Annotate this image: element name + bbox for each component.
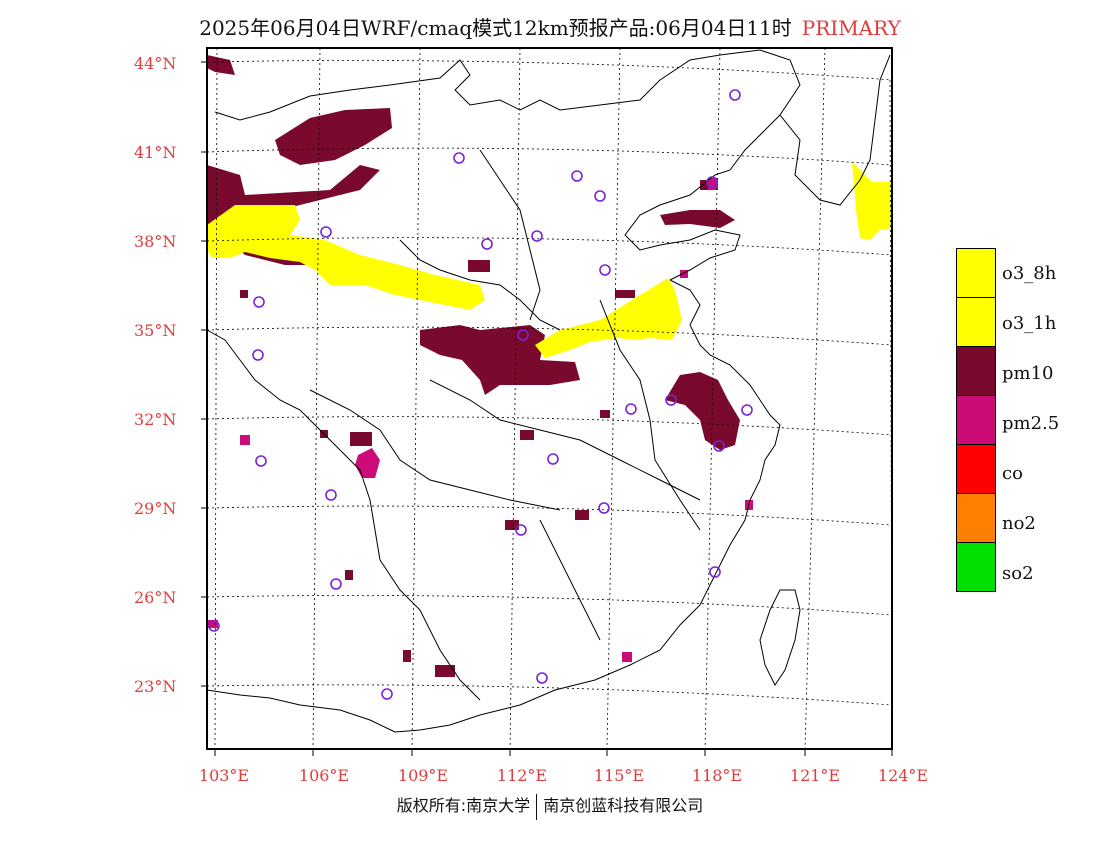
lon-label-121: 121°E xyxy=(789,766,841,785)
station-marker xyxy=(381,688,393,700)
taiwan-island xyxy=(759,589,801,686)
lon-label-106: 106°E xyxy=(298,766,350,785)
legend-swatch-pm25 xyxy=(956,395,996,445)
legend-swatch-o3-8h xyxy=(956,248,996,298)
station-marker xyxy=(253,296,265,308)
station-marker xyxy=(330,578,342,590)
pm10-area-north-inner-mongolia xyxy=(275,108,392,165)
lat-label-32: 32°N xyxy=(134,410,177,429)
station-marker xyxy=(531,230,543,242)
legend-swatch-no2 xyxy=(956,493,996,543)
legend-label-so2: so2 xyxy=(1002,563,1034,584)
inner-border-a xyxy=(399,239,561,331)
station-marker xyxy=(741,404,753,416)
pm10-area-hebei xyxy=(660,210,735,228)
copyright-left: 版权所有:南京大学 xyxy=(396,796,531,815)
axis-ticks xyxy=(201,61,893,756)
lat-label-26: 26°N xyxy=(134,588,177,607)
coastline-east xyxy=(394,279,781,733)
copyright-separator xyxy=(536,793,538,820)
legend-swatch-pm10 xyxy=(956,346,996,396)
station-marker xyxy=(598,502,610,514)
station-marker xyxy=(255,455,267,467)
pm10-area-east xyxy=(665,372,740,450)
station-marker xyxy=(252,349,264,361)
lon-label-103: 103°E xyxy=(198,766,250,785)
lat-label-41: 41°N xyxy=(134,143,177,162)
station-marker xyxy=(729,89,741,101)
lon-label-115: 115°E xyxy=(593,766,645,785)
legend-swatch-co xyxy=(956,444,996,494)
lat-label-35: 35°N xyxy=(134,321,177,340)
lon-label-124: 124°E xyxy=(877,766,929,785)
station-marker xyxy=(208,620,220,632)
legend-label-o3-1h: o3_1h xyxy=(1002,313,1057,334)
inner-border-f xyxy=(599,299,701,531)
lon-label-118: 118°E xyxy=(691,766,743,785)
inner-border-e xyxy=(479,149,541,321)
legend-swatch-so2 xyxy=(956,542,996,592)
station-marker xyxy=(515,524,527,536)
station-marker xyxy=(599,264,611,276)
station-marker xyxy=(594,190,606,202)
station-marker xyxy=(517,329,529,341)
o3-area-shandong xyxy=(535,278,682,358)
o3-area-liaoning xyxy=(852,162,892,240)
station-marker xyxy=(547,453,559,465)
station-marker xyxy=(625,403,637,415)
inner-border-b xyxy=(429,379,701,501)
station-marker xyxy=(706,176,718,188)
copyright: 版权所有:南京大学 南京创蓝科技有限公司 xyxy=(0,792,1100,820)
lat-label-29: 29°N xyxy=(134,499,177,518)
station-marker xyxy=(713,440,725,452)
station-marker xyxy=(536,672,548,684)
station-markers xyxy=(208,89,753,700)
legend-label-co: co xyxy=(1002,463,1023,484)
legend-swatch-o3-1h xyxy=(956,297,996,347)
northern-border xyxy=(214,49,801,176)
lat-label-38: 38°N xyxy=(134,232,177,251)
pm25-area-sichuan xyxy=(355,448,380,478)
copyright-right: 南京创蓝科技有限公司 xyxy=(543,796,704,815)
pm10-area-northwest-top xyxy=(207,55,235,75)
primary-tag: PRIMARY xyxy=(801,16,901,40)
station-marker xyxy=(325,489,337,501)
legend-label-pm10: pm10 xyxy=(1002,363,1054,384)
coastline-north xyxy=(624,174,741,281)
graticule xyxy=(206,47,893,750)
station-marker xyxy=(571,170,583,182)
o3-areas xyxy=(207,162,892,358)
lat-label-23: 23°N xyxy=(134,677,177,696)
station-marker xyxy=(481,238,493,250)
southern-border xyxy=(206,689,396,733)
title-text: 2025年06月04日WRF/cmaq模式12km预报产品:06月04日11时 xyxy=(199,16,792,40)
o3-area-northwest xyxy=(207,205,485,310)
lon-label-109: 109°E xyxy=(397,766,449,785)
station-marker xyxy=(665,394,677,406)
lon-label-112: 112°E xyxy=(496,766,548,785)
map-title: 2025年06月04日WRF/cmaq模式12km预报产品:06月04日11时 P… xyxy=(0,12,1100,41)
station-marker xyxy=(709,566,721,578)
station-marker xyxy=(320,226,332,238)
legend-label-pm25: pm2.5 xyxy=(1002,413,1060,434)
legend-label-o3-8h: o3_8h xyxy=(1002,263,1057,284)
legend: o3_8h o3_1h pm10 pm2.5 co no2 so2 xyxy=(956,248,1059,592)
boundaries xyxy=(206,49,891,733)
station-marker xyxy=(453,152,465,164)
inner-border-c xyxy=(309,389,561,511)
map-frame xyxy=(206,47,893,750)
western-border xyxy=(206,329,481,701)
legend-label-no2: no2 xyxy=(1002,513,1036,534)
lat-label-44: 44°N xyxy=(134,54,177,73)
korea-border xyxy=(779,54,891,206)
inner-border-d xyxy=(539,519,601,641)
